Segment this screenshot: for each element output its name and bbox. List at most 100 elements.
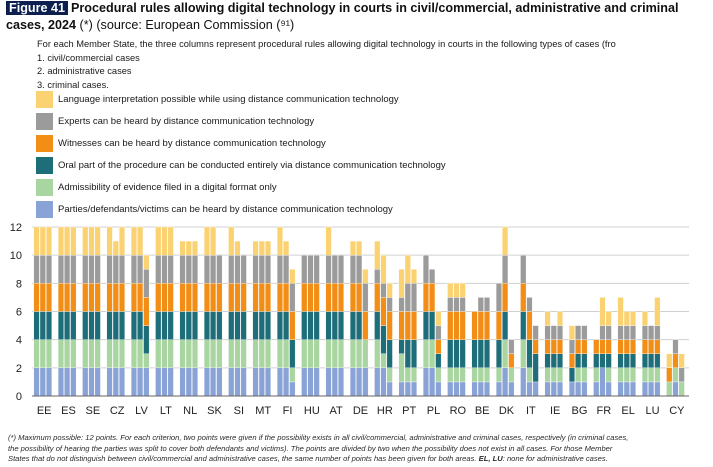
- x-tick-label: RO: [450, 405, 467, 417]
- bar-segment: [64, 254, 71, 284]
- x-tick-label: BE: [475, 405, 490, 417]
- bar-segment: [435, 325, 442, 340]
- bar-segment: [422, 311, 429, 340]
- bar-segment: [672, 339, 679, 354]
- x-tick-label: IT: [526, 405, 536, 417]
- bar-segment: [605, 325, 612, 340]
- bar-segment: [234, 240, 241, 256]
- bar-segment: [575, 325, 582, 340]
- bar-segment: [593, 367, 600, 383]
- bar-segment: [252, 283, 259, 312]
- y-tick-label: 10: [10, 250, 22, 262]
- bar-segment: [137, 311, 144, 340]
- bar-segment: [459, 297, 466, 312]
- footnote-line-3-text: States that do not distinguish between c…: [8, 454, 477, 463]
- bar-segment: [398, 311, 405, 340]
- bar-segment: [57, 226, 64, 256]
- bar-segment: [362, 339, 369, 369]
- bar-segment: [216, 254, 223, 284]
- bar-segment: [568, 353, 575, 369]
- bar-segment: [605, 339, 612, 354]
- bar-segment: [94, 367, 101, 397]
- bar-segment: [112, 240, 119, 256]
- x-tick-label: CY: [669, 405, 685, 417]
- bar-segment: [654, 297, 661, 326]
- bar-segment: [203, 367, 210, 397]
- x-tick-label: BG: [572, 405, 588, 417]
- bar-segment: [411, 367, 417, 383]
- bar-segment: [155, 367, 162, 397]
- bar-segment: [240, 254, 247, 284]
- bar-segment: [550, 353, 557, 369]
- figure-badge: Figure 41: [6, 1, 68, 15]
- bar-segment: [459, 283, 466, 298]
- bar-segment: [313, 367, 320, 397]
- bar-segment: [605, 353, 612, 369]
- bar-segment: [289, 381, 296, 397]
- bar-segment: [179, 311, 186, 340]
- bar-segment: [203, 311, 210, 340]
- bar-segment: [654, 325, 661, 340]
- figure-description: For each Member State, the three columns…: [37, 38, 713, 92]
- x-tick-label: NL: [183, 405, 197, 417]
- x-tick-label: DE: [353, 405, 368, 417]
- bar-segment: [161, 254, 168, 284]
- bar-segment: [380, 254, 387, 284]
- bar-segment: [386, 381, 393, 397]
- y-tick-label: 4: [16, 335, 22, 347]
- bar-segment: [411, 311, 417, 340]
- bar-segment: [568, 325, 575, 340]
- bar-segment: [447, 367, 454, 383]
- footnote-line-3: States that do not distinguish between c…: [8, 454, 708, 465]
- bar-segment: [258, 311, 265, 340]
- bar-segment: [276, 283, 283, 312]
- bar-segment: [240, 283, 247, 312]
- bar-segment: [453, 339, 460, 369]
- bar-segment: [94, 254, 101, 284]
- x-tick-label: SE: [85, 405, 100, 417]
- bar-segment: [307, 283, 314, 312]
- bar-segment: [599, 367, 606, 397]
- footnote-line-1: (*) Maximum possible: 12 points. For eac…: [8, 433, 629, 442]
- bar-segment: [349, 283, 356, 312]
- bar-segment: [520, 311, 527, 340]
- bar-segment: [39, 283, 46, 312]
- bar-segment: [228, 311, 235, 340]
- bar-segment: [210, 254, 217, 284]
- bar-segment: [459, 311, 466, 340]
- figure-title-source: (*) (source: European Commission (⁹¹): [76, 18, 295, 32]
- bar-segment: [331, 311, 338, 340]
- bar-segment: [46, 254, 52, 284]
- bar-segment: [544, 311, 551, 326]
- bar-segment: [331, 254, 338, 284]
- bar-segment: [404, 254, 411, 284]
- bar-segment: [349, 339, 356, 369]
- x-tick-label: CZ: [110, 405, 125, 417]
- bar-segment: [349, 254, 356, 284]
- bar-segment: [356, 254, 363, 284]
- bar-segment: [422, 367, 429, 397]
- y-tick-label: 12: [10, 222, 22, 234]
- bar-segment: [70, 283, 77, 312]
- bar-segment: [161, 339, 168, 369]
- bar-segment: [276, 254, 283, 284]
- bar-segment: [672, 381, 679, 397]
- bar-segment: [276, 226, 283, 256]
- bar-segment: [593, 381, 600, 397]
- bar-segment: [599, 325, 606, 340]
- description-item-administrative: 2. administrative cases: [37, 66, 132, 76]
- bar-segment: [654, 381, 661, 397]
- bar-segment: [532, 325, 539, 340]
- bar-segment: [130, 311, 137, 340]
- bar-segment: [544, 381, 551, 397]
- bar-segment: [228, 226, 235, 256]
- bar-segment: [283, 240, 290, 256]
- bar-segment: [459, 367, 466, 383]
- bar-segment: [192, 240, 198, 256]
- bar-segment: [106, 339, 113, 369]
- bar-segment: [119, 254, 125, 284]
- bar-segment: [374, 311, 381, 340]
- bar-segment: [276, 367, 283, 397]
- x-tick-label: EL: [621, 405, 634, 417]
- bar-segment: [234, 367, 241, 397]
